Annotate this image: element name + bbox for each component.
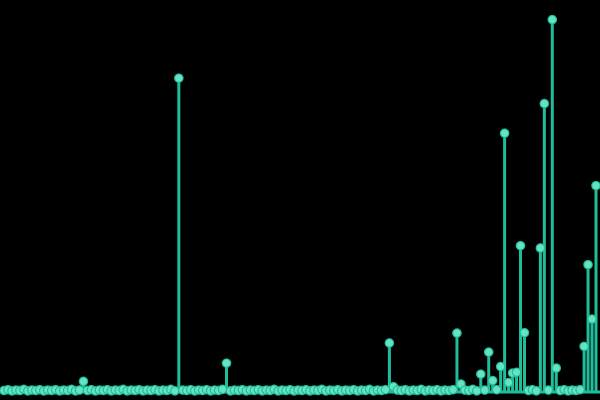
stem-marker [547,14,558,25]
stem-marker [483,347,494,357]
stem-markers-group [0,14,600,396]
stem-marker [535,243,546,253]
stem-marker [575,384,585,395]
stem-marker [491,384,502,395]
stem-marker [591,180,600,191]
stem-marker [475,369,486,379]
stem-marker [448,384,458,395]
stem-marker [170,386,180,396]
stem-marker [515,240,526,251]
stem-marker [74,385,85,395]
stem-marker [452,328,462,338]
stem-marker [217,384,228,395]
stem-marker [579,341,589,352]
stem-marker [551,363,562,373]
stem-marker [384,338,395,348]
stem-marker [511,367,522,378]
stem-marker [221,358,232,368]
stem-marker [487,375,498,386]
stem-marker [587,314,597,324]
stem-marker [380,384,391,395]
stem-marker [531,386,542,396]
stem-marker [499,128,510,139]
stem-marker [495,361,506,372]
stem-marker [78,376,89,387]
stem-marker [539,98,550,109]
stem-marker [472,386,482,396]
stem-marker [174,73,184,83]
stem-marker [543,385,554,395]
stem-marker [503,377,514,388]
stem-marker [583,259,593,270]
stem-marker [479,385,490,395]
stem-marker [519,327,530,338]
